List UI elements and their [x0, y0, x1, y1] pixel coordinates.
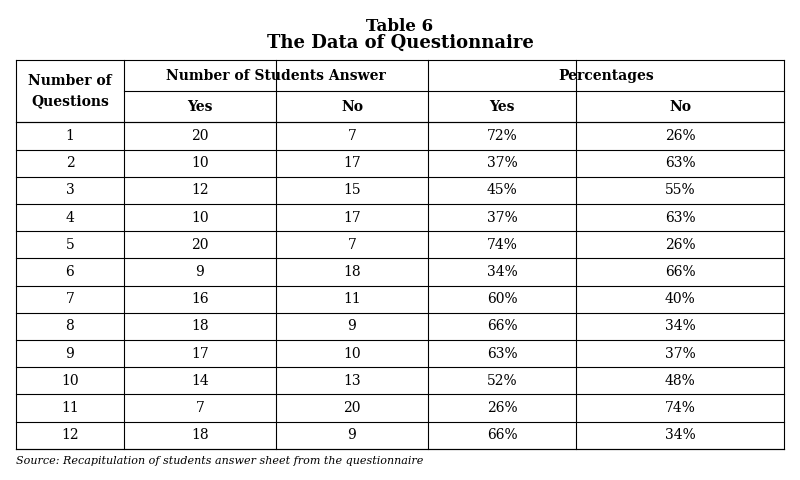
Text: 14: 14	[191, 374, 209, 388]
Text: 13: 13	[343, 374, 361, 388]
Text: 3: 3	[66, 183, 74, 197]
Text: 9: 9	[348, 319, 356, 334]
Text: 10: 10	[343, 347, 361, 360]
Text: 63%: 63%	[665, 156, 695, 170]
Text: 55%: 55%	[665, 183, 695, 197]
Text: 7: 7	[66, 292, 74, 306]
Text: 12: 12	[61, 428, 79, 442]
Text: 34%: 34%	[665, 428, 695, 442]
Text: 26%: 26%	[486, 401, 518, 415]
Text: 37%: 37%	[665, 347, 695, 360]
Text: 17: 17	[343, 211, 361, 225]
Text: The Data of Questionnaire: The Data of Questionnaire	[266, 34, 534, 52]
Text: 20: 20	[191, 129, 209, 143]
Text: 37%: 37%	[486, 211, 518, 225]
Text: 45%: 45%	[486, 183, 518, 197]
Text: 11: 11	[61, 401, 79, 415]
Text: 10: 10	[61, 374, 79, 388]
Text: 40%: 40%	[665, 292, 695, 306]
Text: Table 6: Table 6	[366, 18, 434, 35]
Text: 18: 18	[343, 265, 361, 279]
Text: 34%: 34%	[486, 265, 518, 279]
Text: 12: 12	[191, 183, 209, 197]
Text: Source: Recapitulation of students answer sheet from the questionnaire: Source: Recapitulation of students answe…	[16, 456, 423, 466]
Text: 5: 5	[66, 238, 74, 252]
Text: 34%: 34%	[665, 319, 695, 334]
Text: 20: 20	[343, 401, 361, 415]
Text: 26%: 26%	[665, 129, 695, 143]
Text: 60%: 60%	[486, 292, 518, 306]
Text: 18: 18	[191, 428, 209, 442]
Text: Number of Students Answer: Number of Students Answer	[166, 69, 386, 83]
Text: 8: 8	[66, 319, 74, 334]
Text: 52%: 52%	[486, 374, 518, 388]
Text: 15: 15	[343, 183, 361, 197]
Text: Yes: Yes	[187, 100, 213, 114]
Text: 20: 20	[191, 238, 209, 252]
Text: 74%: 74%	[665, 401, 695, 415]
Text: 10: 10	[191, 156, 209, 170]
Text: 9: 9	[348, 428, 356, 442]
Text: Number of
Questions: Number of Questions	[28, 74, 112, 108]
Text: 9: 9	[66, 347, 74, 360]
Text: 2: 2	[66, 156, 74, 170]
Text: 4: 4	[66, 211, 74, 225]
Text: 9: 9	[196, 265, 204, 279]
Text: 63%: 63%	[486, 347, 518, 360]
Text: 66%: 66%	[486, 319, 518, 334]
Text: 10: 10	[191, 211, 209, 225]
Text: No: No	[341, 100, 363, 114]
Text: 63%: 63%	[665, 211, 695, 225]
Text: 7: 7	[195, 401, 205, 415]
Text: 37%: 37%	[486, 156, 518, 170]
Text: 72%: 72%	[486, 129, 518, 143]
Text: 66%: 66%	[665, 265, 695, 279]
Text: 26%: 26%	[665, 238, 695, 252]
Text: 7: 7	[347, 238, 357, 252]
Text: 6: 6	[66, 265, 74, 279]
Text: Yes: Yes	[490, 100, 514, 114]
Text: 17: 17	[191, 347, 209, 360]
Text: 66%: 66%	[486, 428, 518, 442]
Text: 18: 18	[191, 319, 209, 334]
Text: 1: 1	[66, 129, 74, 143]
Text: 7: 7	[347, 129, 357, 143]
Text: No: No	[669, 100, 691, 114]
Text: 17: 17	[343, 156, 361, 170]
Text: 74%: 74%	[486, 238, 518, 252]
Text: 48%: 48%	[665, 374, 695, 388]
Text: 11: 11	[343, 292, 361, 306]
Text: 16: 16	[191, 292, 209, 306]
Text: Percentages: Percentages	[558, 69, 654, 83]
